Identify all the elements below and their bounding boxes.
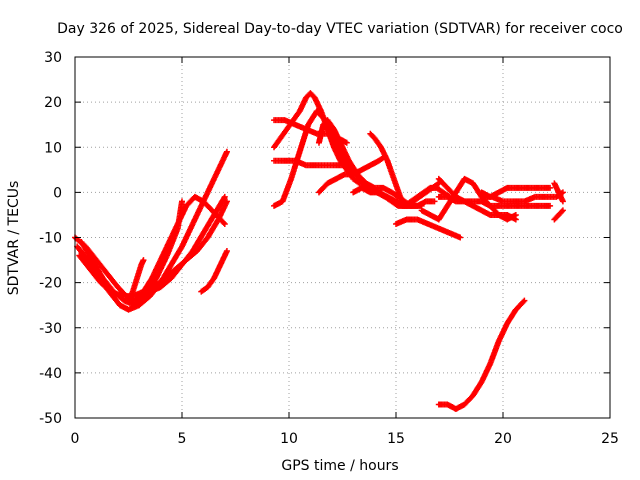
data-series-11	[271, 157, 350, 169]
x-tick-label: 0	[71, 431, 80, 447]
y-tick-label: -30	[39, 321, 62, 337]
x-axis-label: GPS time / hours	[281, 458, 398, 474]
x-tick-label: 5	[178, 431, 187, 447]
data-series-5	[125, 257, 147, 304]
x-tick-label: 20	[494, 431, 512, 447]
data-point	[558, 208, 565, 215]
data-point	[547, 184, 554, 191]
axis-ticks: 0 5 10 15 20 25 -50 -40 -30 -20 -10 0 10 20 30	[39, 50, 619, 447]
data-point	[220, 219, 227, 226]
data-point	[179, 198, 185, 205]
data-series-7	[198, 248, 230, 295]
data-point	[223, 248, 230, 255]
data-point	[140, 257, 147, 264]
data-point	[343, 139, 350, 146]
data-series-13	[315, 153, 389, 196]
data-series-16	[393, 216, 464, 241]
data-point	[457, 234, 464, 241]
data-series-3	[78, 198, 185, 309]
y-tick-label: -40	[39, 366, 62, 382]
data-point	[520, 298, 527, 305]
data-series-21	[478, 189, 566, 205]
x-tick-label: 10	[280, 431, 298, 447]
y-tick-label: 0	[53, 185, 62, 201]
x-tick-label: 15	[387, 431, 405, 447]
y-tick-label: 20	[44, 95, 62, 111]
data-point	[221, 220, 228, 227]
y-tick-label: 10	[44, 140, 62, 156]
y-tick-label: 30	[44, 50, 62, 66]
data-point	[559, 207, 566, 214]
data-marks	[72, 90, 566, 412]
data-series-10	[271, 117, 350, 146]
data-point	[521, 297, 528, 304]
data-point	[512, 216, 519, 223]
data-point	[343, 162, 350, 169]
y-tick-label: -50	[39, 411, 62, 427]
data-point	[431, 198, 438, 205]
x-tick-label: 25	[601, 431, 619, 447]
y-axis-label: SDTVAR / TECUs	[6, 181, 22, 296]
chart-title: Day 326 of 2025, Sidereal Day-to-day VTE…	[57, 21, 623, 37]
data-series-19	[435, 193, 554, 209]
data-point	[223, 148, 230, 155]
data-point	[559, 198, 566, 205]
y-tick-label: -20	[39, 276, 62, 292]
data-series-15	[367, 130, 442, 209]
data-series-23	[551, 207, 566, 223]
data-series-22	[551, 180, 566, 205]
data-point	[221, 193, 228, 200]
data-series-6	[136, 193, 228, 300]
y-tick-label: -10	[39, 231, 62, 247]
data-point	[547, 202, 554, 209]
grid-lines	[75, 57, 610, 418]
data-series-24	[435, 297, 528, 412]
